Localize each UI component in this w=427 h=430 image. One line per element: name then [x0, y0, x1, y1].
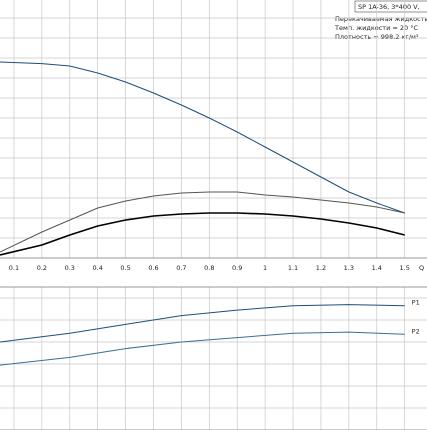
- series-line: [0, 191, 405, 253]
- x-tick-label: 0.3: [65, 264, 75, 272]
- info-box: [354, 0, 427, 13]
- x-tick-label: 0.4: [93, 264, 103, 272]
- series-line: [0, 304, 405, 343]
- x-tick-label: 0.2: [37, 264, 47, 272]
- series-line: [0, 61, 405, 214]
- x-tick-label: 0.9: [232, 264, 242, 272]
- annotation: Темп. жидкости = 20 °C: [334, 24, 418, 32]
- x-tick-label: 1.2: [316, 264, 326, 272]
- x-tick-label: 0.5: [120, 264, 130, 272]
- series-line: [0, 212, 405, 256]
- x-tick-label: 0.1: [9, 264, 19, 272]
- x-tick-label: 1.1: [288, 264, 298, 272]
- x-tick-label: 1.5: [400, 264, 410, 272]
- annotation: SP 1A-36, 3*400 V,: [358, 3, 420, 11]
- x-tick-label: 0.7: [176, 264, 186, 272]
- series-label: P1: [412, 299, 420, 307]
- series-line: [0, 331, 405, 366]
- series-label: P2: [412, 327, 420, 335]
- x-axis-label: Q: [419, 264, 424, 272]
- x-tick-label: 0.6: [148, 264, 158, 272]
- x-tick-label: 1.3: [344, 264, 354, 272]
- x-tick-label: 1.4: [372, 264, 382, 272]
- x-tick-label: 1: [263, 264, 267, 272]
- annotation: Перекачиваемая жидкость = В: [335, 15, 427, 23]
- x-tick-label: 0.8: [204, 264, 214, 272]
